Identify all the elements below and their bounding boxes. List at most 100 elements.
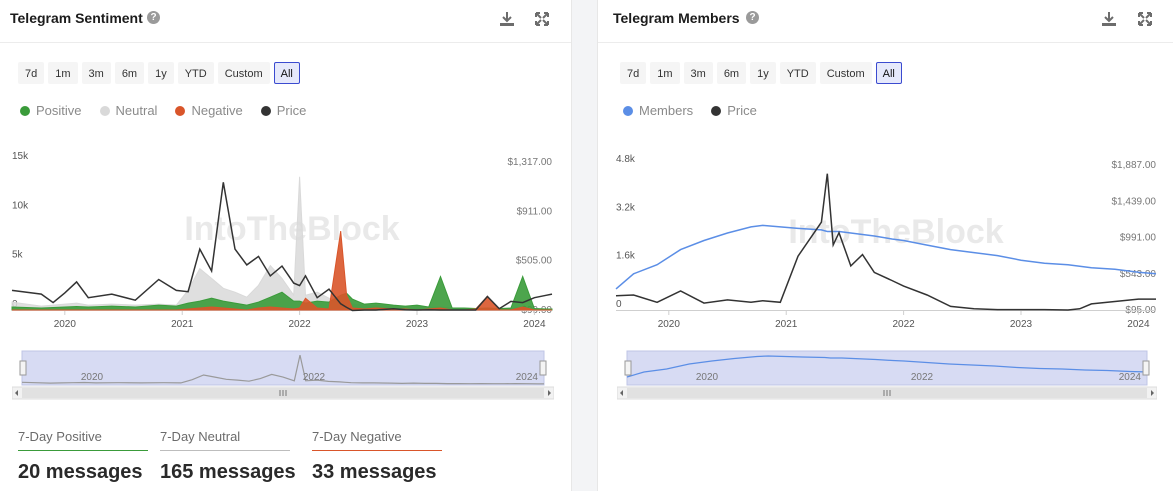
legend-item-members[interactable]: Members bbox=[623, 103, 693, 118]
scroll-right-arrow-icon[interactable] bbox=[1151, 390, 1154, 396]
legend-label: Price bbox=[727, 103, 757, 118]
panel-title: Telegram Sentiment bbox=[10, 10, 143, 26]
range-button-1m[interactable]: 1m bbox=[650, 62, 680, 84]
x-axis-tick-label: 2022 bbox=[892, 319, 915, 330]
navigator-label: 2024 bbox=[516, 372, 539, 383]
navigator-handle-right[interactable] bbox=[1142, 360, 1150, 376]
legend-marker bbox=[623, 105, 633, 116]
navigator-series bbox=[21, 354, 544, 385]
chart-legend: Members Price bbox=[623, 103, 757, 118]
range-button-custom[interactable]: Custom bbox=[819, 62, 872, 84]
x-axis-tick-label: 2021 bbox=[775, 319, 798, 330]
y-axis-right-tick-label: $505.00 bbox=[516, 256, 553, 267]
range-button-ytd[interactable]: YTD bbox=[779, 62, 816, 84]
series-line-members bbox=[615, 224, 1157, 290]
navigator-handle-left[interactable] bbox=[19, 360, 27, 376]
range-button-6m[interactable]: 6m bbox=[716, 62, 747, 84]
navigator-label: 2020 bbox=[81, 372, 104, 383]
expand-icon[interactable] bbox=[532, 9, 552, 29]
telegram-members-panel: Telegram Members ? 7d 1m 3m 6m 1y YTD Custom Al… bbox=[598, 0, 1173, 491]
y-axis-right-tick-label: $543.00 bbox=[1120, 269, 1157, 280]
stat-value: 165 messages bbox=[160, 461, 296, 483]
watermark-logo: IntoTheBlock bbox=[184, 210, 399, 248]
scrollbar-grip-icon bbox=[883, 390, 891, 396]
panel-header: Telegram Members ? bbox=[598, 0, 1173, 43]
navigator-label: 2020 bbox=[696, 372, 719, 383]
legend-item-positive[interactable]: Positive bbox=[20, 103, 82, 118]
range-button-all[interactable]: All bbox=[273, 62, 300, 84]
y-axis-tick-label: 4.8k bbox=[616, 154, 636, 165]
legend-marker bbox=[99, 105, 110, 116]
series-line-price bbox=[11, 182, 553, 312]
navigator-label: 2022 bbox=[911, 372, 934, 383]
x-axis-tick-label: 2023 bbox=[1010, 319, 1033, 330]
scroll-left-arrow-icon[interactable] bbox=[15, 390, 18, 396]
legend-marker bbox=[20, 105, 30, 116]
y-axis-tick-label: 0 bbox=[616, 299, 622, 310]
y-axis-right-tick-label: $1,317.00 bbox=[508, 157, 553, 168]
download-icon[interactable] bbox=[1099, 9, 1119, 29]
range-button-7d[interactable]: 7d bbox=[18, 62, 45, 84]
help-icon[interactable]: ? bbox=[746, 11, 759, 24]
legend-label: Members bbox=[639, 103, 694, 118]
y-axis-right-tick-label: $991.00 bbox=[1120, 233, 1157, 244]
navigator-label: 2022 bbox=[303, 372, 326, 383]
range-button-7d[interactable]: 7d bbox=[620, 62, 647, 84]
legend-marker bbox=[711, 105, 722, 116]
legend-marker bbox=[175, 105, 186, 116]
series-area-positive bbox=[11, 275, 553, 311]
stat-label: 7-Day Neutral bbox=[160, 429, 290, 451]
sentiment-chart: IntoTheBlock05k10k15k$99.00$505.00$911.0… bbox=[11, 151, 553, 330]
y-axis-right-tick-label: $1,439.00 bbox=[1112, 196, 1157, 207]
navigator-handle-left[interactable] bbox=[624, 360, 632, 376]
time-range-selector: 7d 1m 3m 6m 1y YTD Custom All bbox=[18, 62, 300, 84]
navigator-series bbox=[626, 355, 1148, 378]
range-navigator[interactable]: 2020 2022 2024 bbox=[617, 349, 1157, 401]
legend-label: Negative bbox=[191, 103, 243, 118]
watermark-logo: IntoTheBlock bbox=[788, 213, 1003, 251]
range-button-6m[interactable]: 6m bbox=[114, 62, 145, 84]
download-icon[interactable] bbox=[497, 9, 517, 29]
range-button-custom[interactable]: Custom bbox=[217, 62, 270, 84]
series-line-price bbox=[615, 173, 1156, 311]
stat-label: 7-Day Positive bbox=[18, 429, 148, 451]
navigator-handle-right[interactable] bbox=[539, 360, 547, 376]
x-axis-tick-label: 2020 bbox=[658, 319, 681, 330]
range-navigator[interactable]: 2020 2022 2024 bbox=[12, 349, 554, 401]
x-axis-tick-label: 2020 bbox=[54, 319, 77, 330]
y-axis-tick-label: 3.2k bbox=[616, 202, 636, 213]
range-button-all[interactable]: All bbox=[875, 62, 902, 84]
y-axis-tick-label: 5k bbox=[12, 250, 24, 261]
scroll-left-arrow-icon[interactable] bbox=[620, 390, 623, 396]
telegram-sentiment-panel: Telegram Sentiment ? 7d 1m 3m 6m 1y YTD Custom… bbox=[0, 0, 571, 491]
y-axis-right-tick-label: $911.00 bbox=[517, 206, 553, 217]
panel-title: Telegram Members bbox=[613, 10, 740, 26]
expand-icon[interactable] bbox=[1135, 9, 1155, 29]
legend-label: Positive bbox=[36, 103, 82, 118]
x-axis-tick-label: 2022 bbox=[288, 319, 311, 330]
legend-item-price[interactable]: Price bbox=[711, 103, 757, 118]
scroll-right-arrow-icon[interactable] bbox=[548, 390, 551, 396]
scrollbar-grip-icon bbox=[279, 390, 287, 396]
y-axis-tick-label: 1.6k bbox=[616, 251, 636, 262]
chart-legend: Positive Neutral Negative Price bbox=[20, 103, 306, 118]
legend-item-price[interactable]: Price bbox=[260, 103, 306, 118]
panel-divider bbox=[571, 0, 598, 491]
legend-item-negative[interactable]: Negative bbox=[175, 103, 243, 118]
range-button-1m[interactable]: 1m bbox=[48, 62, 78, 84]
stat-7-day-negative: 7-Day Negative 33 messages bbox=[312, 429, 442, 484]
range-button-1y[interactable]: 1y bbox=[148, 62, 174, 84]
range-button-3m[interactable]: 3m bbox=[81, 62, 111, 84]
legend-label: Neutral bbox=[115, 103, 158, 118]
stat-value: 33 messages bbox=[312, 461, 437, 483]
legend-item-neutral[interactable]: Neutral bbox=[99, 103, 158, 118]
navigator-label: 2024 bbox=[1119, 372, 1142, 383]
range-button-ytd[interactable]: YTD bbox=[177, 62, 214, 84]
x-axis-tick-label: 2024 bbox=[523, 319, 546, 330]
range-button-1y[interactable]: 1y bbox=[750, 62, 776, 84]
x-axis-tick-label: 2023 bbox=[406, 319, 429, 330]
legend-marker bbox=[260, 105, 271, 116]
x-axis-tick-label: 2021 bbox=[171, 319, 194, 330]
range-button-3m[interactable]: 3m bbox=[683, 62, 713, 84]
help-icon[interactable]: ? bbox=[147, 11, 160, 24]
